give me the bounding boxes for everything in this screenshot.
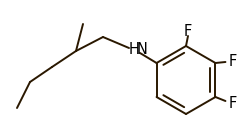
Text: N: N — [136, 42, 147, 58]
Text: H: H — [128, 42, 139, 58]
Text: F: F — [227, 53, 236, 69]
Text: F: F — [227, 95, 236, 110]
Text: F: F — [183, 24, 191, 39]
